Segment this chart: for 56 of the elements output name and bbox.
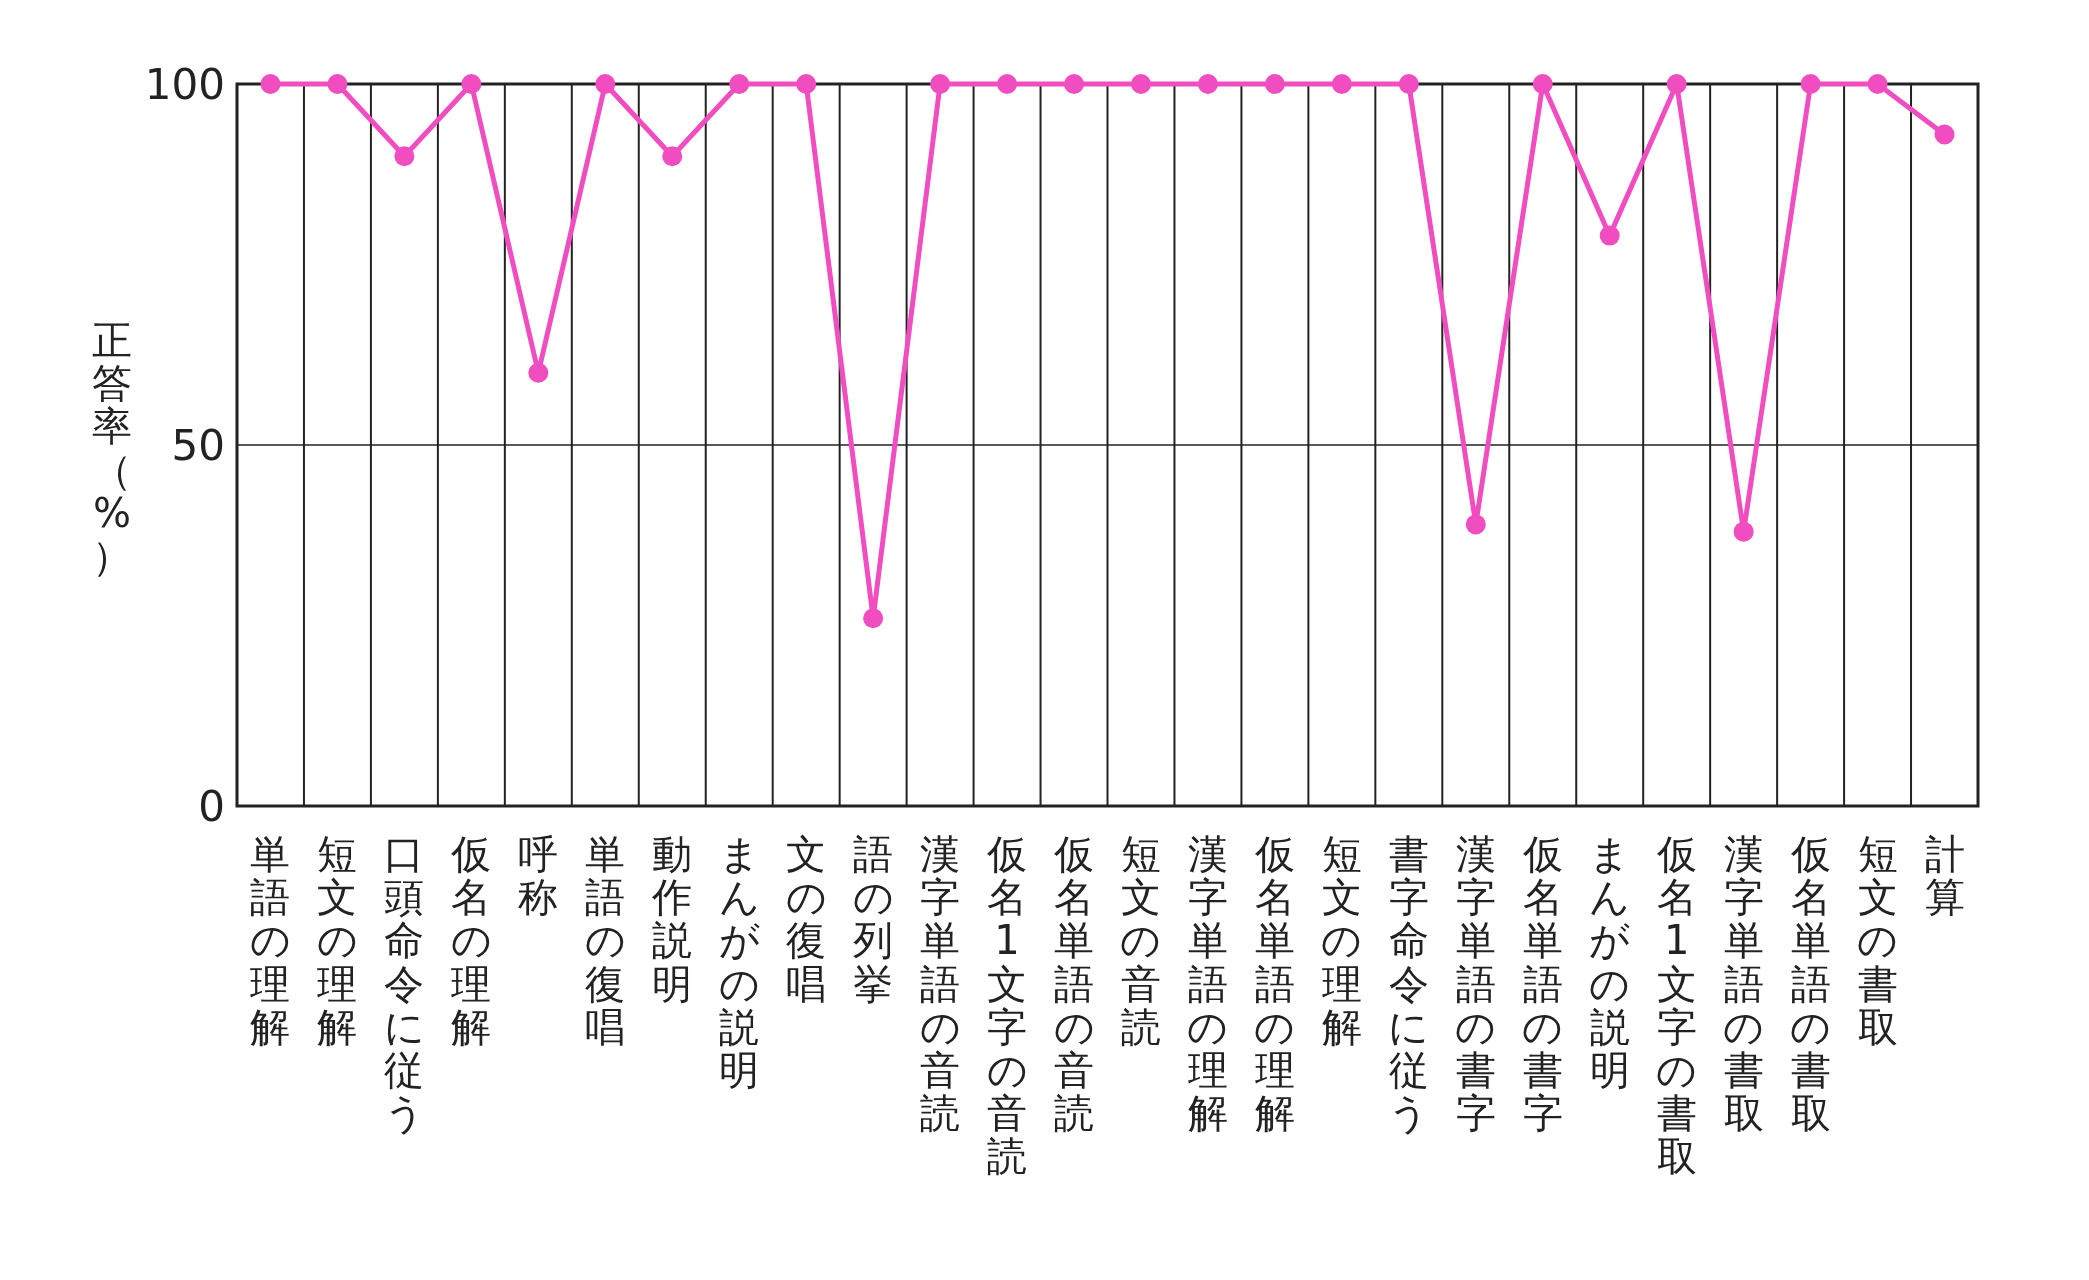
point (863, 608, 884, 629)
point (1599, 225, 1620, 246)
point (528, 362, 549, 383)
x-tick-label: 漢字単語の理解 (1187, 831, 1229, 1137)
x-tick-label: 短文の理解 (1321, 831, 1363, 1050)
point (1331, 74, 1352, 94)
x-tick-label: 仮名単語の書取 (1790, 831, 1832, 1137)
point (1934, 124, 1955, 145)
x-tick-label: 口頭命令に従う (383, 831, 425, 1137)
point (1130, 74, 1151, 94)
point (796, 74, 817, 94)
y-axis-title: 正答率（%） (92, 317, 132, 579)
x-tick-label: 短文の書取 (1857, 831, 1899, 1050)
point (1465, 514, 1486, 535)
x-tick-label: 文の復唱 (785, 831, 827, 1007)
x-tick-label: 動作説明 (652, 831, 693, 1007)
point (595, 74, 616, 94)
point (997, 74, 1018, 94)
x-tick-label: 漢字単語の書取 (1723, 831, 1765, 1137)
x-tick-label: 計算 (1924, 831, 1965, 921)
point (327, 74, 348, 94)
x-tick-label: 漢字単語の音読 (919, 831, 961, 1137)
x-tick-label: 漢字単語の書字 (1455, 831, 1497, 1137)
point (260, 74, 281, 94)
point (394, 146, 415, 167)
y-tick-label: 100 (144, 59, 225, 109)
y-tick-label: 50 (171, 420, 225, 470)
x-tick-label: 仮名単語の書字 (1522, 831, 1564, 1137)
point (1197, 74, 1218, 94)
x-tick-label: まんがの説明 (1589, 831, 1631, 1093)
point (662, 146, 683, 167)
point (1733, 521, 1754, 542)
point (1064, 74, 1085, 94)
x-tick-label: 仮名1文字の書取 (1656, 831, 1698, 1180)
x-tick-label: 仮名1文字の音読 (986, 831, 1028, 1180)
x-tick-label: 短文の音読 (1120, 831, 1162, 1050)
point (461, 74, 482, 94)
point (1532, 74, 1553, 94)
x-tick-label: 短文の理解 (316, 831, 358, 1050)
x-tick-label: 呼称 (518, 831, 559, 921)
point (1398, 74, 1419, 94)
point (930, 74, 951, 94)
x-tick-label: 仮名単語の音読 (1053, 831, 1095, 1137)
point (1867, 74, 1888, 94)
x-tick-label: 単語の復唱 (584, 831, 626, 1050)
point (1800, 74, 1821, 94)
x-tick-label: 語の列挙 (852, 831, 894, 1007)
x-tick-label: 仮名の理解 (450, 831, 492, 1050)
point (1264, 74, 1285, 94)
point (1666, 74, 1687, 94)
x-tick-label: 書字命令に従う (1388, 831, 1430, 1137)
x-tick-label: まんがの説明 (718, 831, 760, 1093)
x-tick-label: 単語の理解 (250, 831, 291, 1050)
point (729, 74, 750, 94)
x-tick-label: 仮名単語の理解 (1254, 831, 1296, 1137)
y-tick-label: 0 (198, 781, 225, 831)
